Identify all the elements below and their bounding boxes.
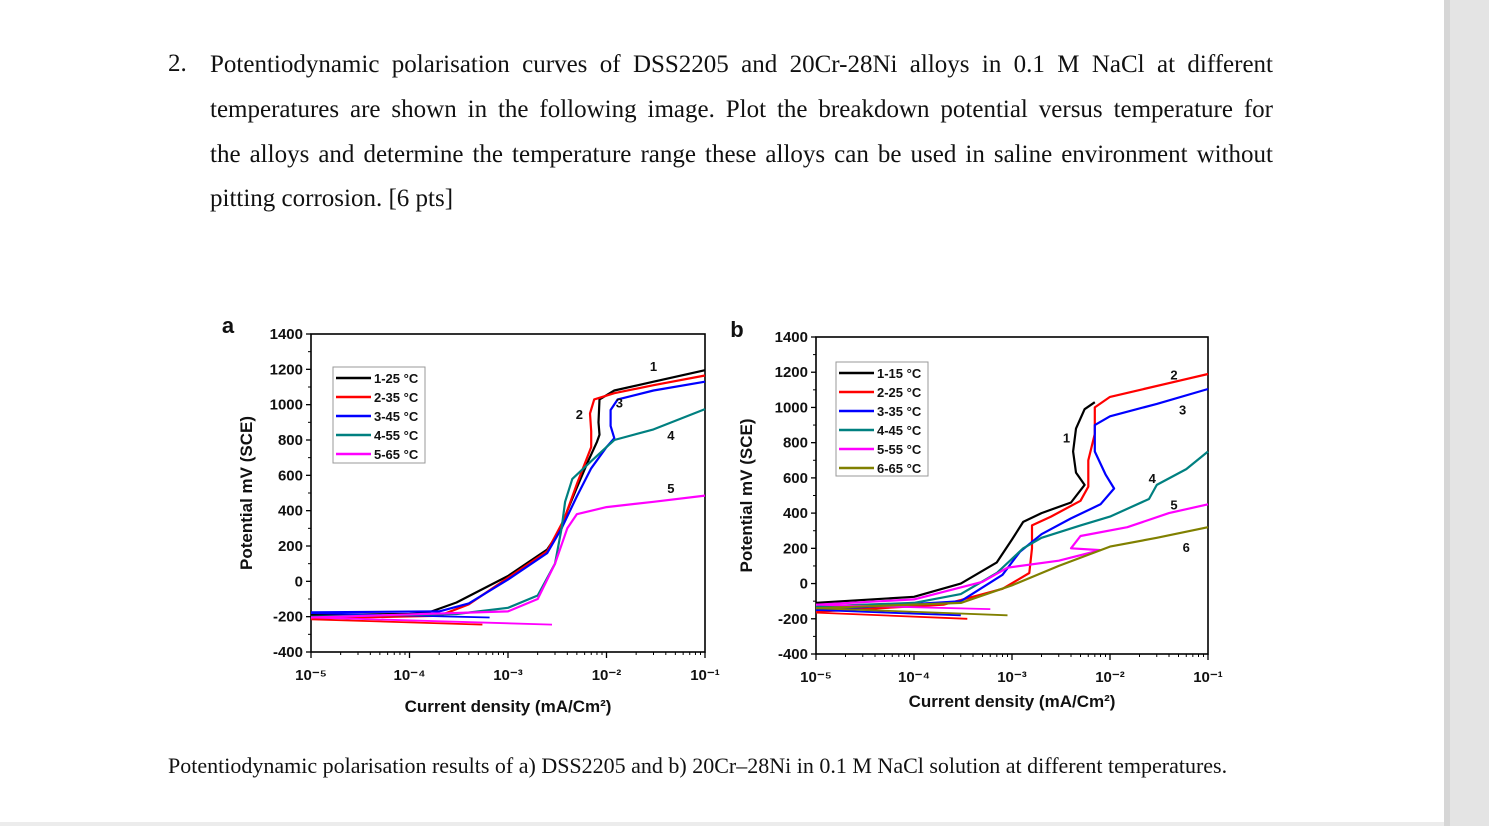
legend-entry: 5-65 °C [374,447,419,462]
legend-box [835,361,929,477]
x-axis-label: Current density (mA/Cm²) [405,697,612,716]
x-tick-label: 10⁻⁵ [295,667,327,684]
question-line: pitting corrosion. [6 pts] [210,185,454,212]
y-tick-label: -400 [273,644,303,661]
legend: 1-15 °C 2-25 °C 3-35 °C 4-45 °C 5-55 °C 6-65 … [835,361,929,477]
curve-number-label: 5 [1170,498,1177,513]
series-line-6 [815,526,1209,610]
x-tick-label: 10⁻³ [997,669,1027,686]
page-gutter [1444,0,1489,826]
curve-number-label: 6 [1183,540,1190,555]
y-tick-label: 0 [800,576,808,593]
question-line: temperatures are shown in the following … [210,96,1273,123]
x-tick-label: 10⁻⁴ [898,669,930,686]
series-cathodic-tail-2 [815,611,968,620]
y-axis-label: Potential mV (SCE) [237,416,256,570]
curve-number-label: 2 [576,407,583,422]
series-line-3 [310,380,706,614]
chart-panel-b: b 1400 1200 1000 800 600 400 200 0 -200 -400 10⁻⁵ 10… [730,317,1223,711]
panel-label: b [730,317,743,342]
curve-number-label: 4 [1149,471,1157,486]
legend-entry: 3-45 °C [374,409,419,424]
chart-panel-a: a 1400 1200 1000 800 600 400 200 0 -200 -400 10⁻⁵ 10… [222,313,720,716]
x-tick-label: 10⁻² [592,667,622,684]
y-tick-label: 1400 [270,326,303,343]
curve-number-label: 5 [667,481,674,496]
figure-caption: Potentiodynamic polarisation results of … [168,753,1228,778]
legend-entry: 6-65 °C [877,461,922,476]
y-tick-label: 200 [783,540,808,557]
series-cathodic-tail-6 [815,607,1008,617]
series-line-5 [310,494,706,619]
page-bottom-edge [0,822,1444,826]
y-tick-label: -200 [778,611,808,628]
curve-number-label: 3 [616,395,623,410]
question-number: 2. [168,50,187,77]
series-line-4 [815,450,1209,608]
y-axis-label: Potential mV (SCE) [737,419,756,573]
x-tick-label: 10⁻⁴ [393,667,425,684]
y-tick-label: 800 [783,435,808,452]
y-tick-label: 400 [783,505,808,522]
question-line: Potentiodynamic polarisation curves of D… [210,51,1273,78]
y-tick-label: 400 [278,503,303,520]
legend-entry: 2-35 °C [374,390,419,405]
x-axis-label: Current density (mA/Cm²) [909,692,1116,711]
x-tick-label: 10⁻⁵ [800,669,832,686]
series-cathodic-tail-3 [815,609,961,617]
curve-number-label: 4 [667,428,675,443]
y-tick-label: 1000 [270,397,303,414]
panel-label: a [222,313,235,338]
y-tick-label: -200 [273,609,303,626]
legend-entry: 3-35 °C [877,404,922,419]
x-tick-label: 10⁻¹ [690,667,720,684]
y-tick-label: 600 [278,467,303,484]
series-cathodic-tail-2 [310,618,483,626]
y-tick-label: 0 [295,573,303,590]
y-tick-label: 600 [783,470,808,487]
y-tick-label: 200 [278,538,303,555]
series-line-4 [310,408,706,618]
legend: 1-25 °C 2-35 °C 3-45 °C 4-55 °C 5-65 °C [332,366,426,464]
x-tick-label: 10⁻² [1095,669,1125,686]
legend-entry: 5-55 °C [877,442,922,457]
series-cathodic-tail-5 [310,616,553,626]
x-tick-label: 10⁻³ [493,667,523,684]
curve-number-label: 3 [1179,402,1186,417]
legend-entry: 1-25 °C [374,371,419,386]
legend-entry: 4-45 °C [877,423,922,438]
question-line: the alloys and determine the temperature… [210,141,1273,168]
series-line-1 [815,401,1096,604]
curve-number-label: 1 [650,359,657,374]
y-tick-label: 800 [278,432,303,449]
legend-entry: 4-55 °C [374,428,419,443]
series-line-5 [815,503,1209,606]
y-tick-label: -400 [778,646,808,663]
legend-entry: 1-15 °C [877,366,922,381]
legend-entry: 2-25 °C [877,385,922,400]
curve-number-label: 1 [1063,431,1070,446]
y-tick-label: 1000 [775,399,808,416]
series-line-3 [815,387,1209,612]
y-tick-label: 1200 [270,361,303,378]
series-cathodic-tail-5 [815,603,991,610]
x-tick-label: 10⁻¹ [1193,669,1223,686]
curve-number-label: 2 [1170,367,1177,382]
y-tick-label: 1200 [775,364,808,381]
y-tick-label: 1400 [775,329,808,346]
